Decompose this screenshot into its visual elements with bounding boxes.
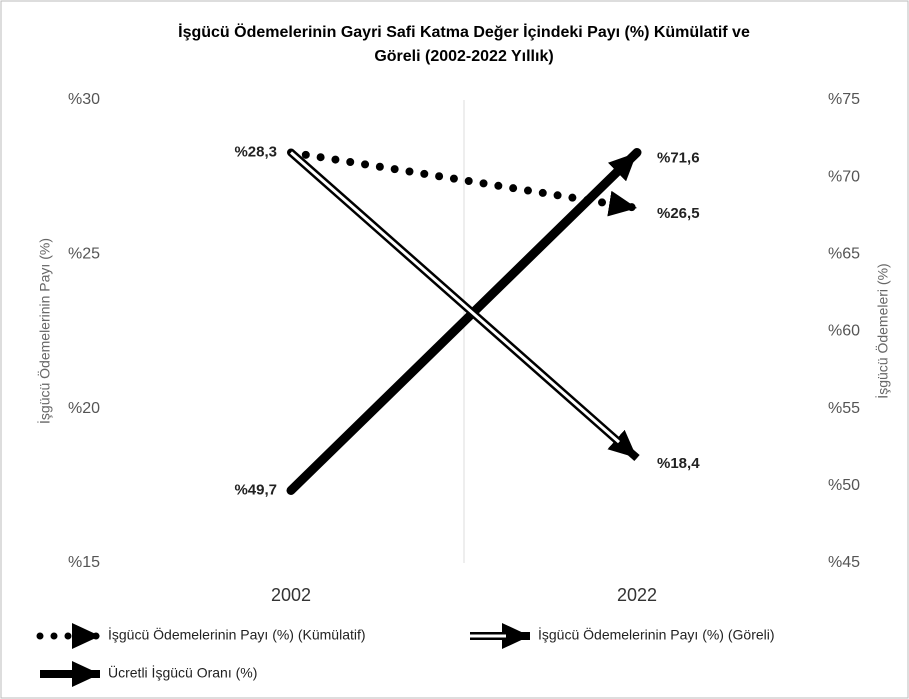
y2-tick-label: %70 xyxy=(828,168,860,185)
y2-tick-label: %45 xyxy=(828,554,860,571)
legend-label: İşgücü Ödemelerinin Payı (%) (Kümülatif) xyxy=(108,626,366,643)
legend-entry: İşgücü Ödemelerinin Payı (%) (Göreli) xyxy=(470,623,775,649)
data-label: %26,5 xyxy=(657,205,700,222)
series: %49,7 %71,6 xyxy=(234,147,700,498)
chart-title: Göreli (2002-2022 Yıllık) xyxy=(374,48,553,65)
legend-entry: İşgücü Ödemelerinin Payı (%) (Kümülatif) xyxy=(36,623,366,649)
data-label: %18,4 xyxy=(657,455,700,472)
x-tick-label: 2022 xyxy=(617,585,657,605)
x-tick-label: 2002 xyxy=(271,585,311,605)
series: %26,5 xyxy=(287,148,700,222)
y-tick-label: %30 xyxy=(68,91,100,108)
y-axis-title: İşgücü Ödemelerinin Payı (%) xyxy=(36,238,53,424)
y2-tick-label: %60 xyxy=(828,323,860,340)
chart-title: İşgücü Ödemelerinin Gayri Safi Katma Değ… xyxy=(178,22,750,41)
y-tick-label: %15 xyxy=(68,554,100,571)
line-inner xyxy=(290,151,621,444)
data-label: %28,3 xyxy=(234,143,277,160)
legend-entry: Ücretli İşgücü Oranı (%) xyxy=(40,661,257,687)
data-label: %71,6 xyxy=(657,149,700,166)
legend-label: Ücretli İşgücü Oranı (%) xyxy=(108,664,257,681)
y2-tick-label: %65 xyxy=(828,246,860,263)
y2-tick-label: %55 xyxy=(828,400,860,417)
y2-tick-label: %50 xyxy=(828,477,860,494)
line xyxy=(286,147,642,495)
series: %28,3 %18,4 xyxy=(234,143,700,472)
y-tick-label: %20 xyxy=(68,400,100,417)
y-tick-label: %25 xyxy=(68,246,100,263)
legend-label: İşgücü Ödemelerinin Payı (%) (Göreli) xyxy=(538,626,775,643)
data-label: %49,7 xyxy=(234,481,277,498)
y2-axis-title: İşgücü Ödemeleri (%) xyxy=(874,263,891,398)
y2-tick-label: %75 xyxy=(828,91,860,108)
line xyxy=(287,148,641,217)
